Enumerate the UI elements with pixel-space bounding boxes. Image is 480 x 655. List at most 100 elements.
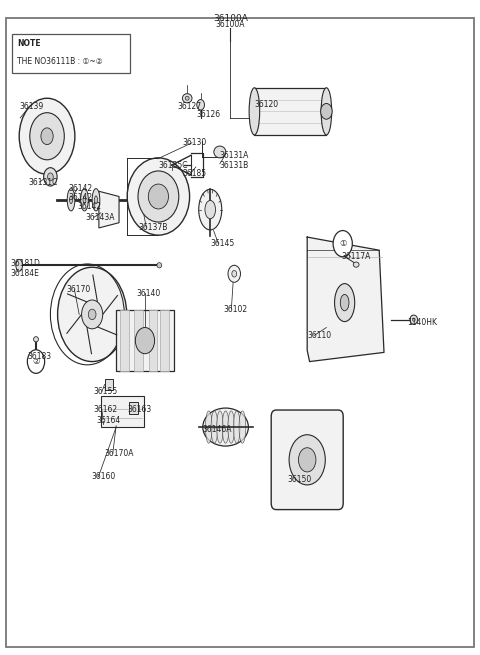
- Text: 36162: 36162: [94, 405, 118, 414]
- Circle shape: [58, 267, 127, 362]
- Text: 36130: 36130: [182, 138, 207, 147]
- Text: 36126: 36126: [197, 110, 221, 119]
- Ellipse shape: [222, 411, 229, 443]
- Ellipse shape: [321, 88, 332, 135]
- Text: 36140: 36140: [137, 289, 161, 298]
- FancyBboxPatch shape: [160, 310, 169, 371]
- Ellipse shape: [16, 259, 23, 271]
- Ellipse shape: [83, 196, 86, 204]
- Ellipse shape: [157, 263, 162, 268]
- Ellipse shape: [199, 189, 222, 230]
- Circle shape: [232, 271, 237, 277]
- Circle shape: [135, 328, 155, 354]
- Text: ②: ②: [32, 357, 40, 366]
- Ellipse shape: [211, 411, 218, 443]
- Circle shape: [88, 309, 96, 320]
- Text: 36143A: 36143A: [85, 213, 115, 222]
- Ellipse shape: [138, 171, 179, 222]
- Ellipse shape: [335, 284, 355, 322]
- Circle shape: [41, 128, 53, 145]
- FancyBboxPatch shape: [101, 396, 144, 427]
- Text: 36163: 36163: [127, 405, 152, 414]
- Ellipse shape: [289, 435, 325, 485]
- FancyBboxPatch shape: [105, 379, 113, 390]
- Ellipse shape: [95, 196, 97, 204]
- Ellipse shape: [214, 146, 226, 158]
- Text: 36164: 36164: [96, 416, 120, 425]
- Circle shape: [197, 100, 204, 110]
- Ellipse shape: [233, 411, 240, 443]
- FancyBboxPatch shape: [271, 410, 343, 510]
- FancyBboxPatch shape: [12, 34, 130, 73]
- Text: ①: ①: [339, 239, 347, 248]
- Text: 36170A: 36170A: [105, 449, 134, 458]
- Text: 36100A: 36100A: [213, 14, 248, 23]
- Text: 36120: 36120: [254, 100, 278, 109]
- Text: 36185: 36185: [182, 169, 206, 178]
- Ellipse shape: [239, 411, 246, 443]
- Ellipse shape: [34, 337, 38, 342]
- Text: 36142: 36142: [68, 184, 92, 193]
- Ellipse shape: [299, 448, 316, 472]
- Circle shape: [321, 103, 332, 119]
- Ellipse shape: [70, 196, 72, 204]
- Ellipse shape: [412, 318, 415, 321]
- Circle shape: [228, 265, 240, 282]
- Text: 36131A: 36131A: [220, 151, 249, 160]
- Ellipse shape: [67, 189, 75, 211]
- Polygon shape: [307, 237, 384, 362]
- Ellipse shape: [92, 189, 100, 211]
- Ellipse shape: [148, 184, 168, 209]
- Text: 36131C: 36131C: [29, 178, 58, 187]
- Text: THE NO36111B : ①~②: THE NO36111B : ①~②: [17, 56, 103, 66]
- Ellipse shape: [228, 411, 235, 443]
- Ellipse shape: [205, 411, 212, 443]
- Circle shape: [44, 168, 57, 186]
- Text: 36102: 36102: [223, 305, 247, 314]
- Circle shape: [30, 113, 64, 160]
- Circle shape: [19, 98, 75, 174]
- Ellipse shape: [340, 294, 349, 310]
- Text: 36181D: 36181D: [11, 259, 40, 268]
- Circle shape: [27, 350, 45, 373]
- Circle shape: [82, 300, 103, 329]
- Circle shape: [333, 231, 352, 257]
- Text: 36117A: 36117A: [342, 252, 371, 261]
- Text: 36142: 36142: [78, 202, 102, 212]
- Text: 36137B: 36137B: [138, 223, 168, 233]
- Text: 36160: 36160: [91, 472, 116, 481]
- Text: 36183: 36183: [28, 352, 52, 362]
- Text: 36155: 36155: [94, 387, 118, 396]
- Text: 36135C: 36135C: [158, 160, 188, 170]
- Ellipse shape: [249, 88, 260, 135]
- Text: 36110: 36110: [307, 331, 331, 340]
- Circle shape: [48, 173, 53, 181]
- Text: 36127: 36127: [178, 102, 202, 111]
- Polygon shape: [99, 191, 119, 228]
- Text: 36150: 36150: [287, 475, 312, 484]
- Text: 1140HK: 1140HK: [407, 318, 437, 327]
- Ellipse shape: [203, 408, 249, 446]
- FancyBboxPatch shape: [149, 310, 157, 371]
- Ellipse shape: [185, 96, 189, 100]
- FancyBboxPatch shape: [6, 18, 474, 647]
- Ellipse shape: [182, 94, 192, 103]
- Ellipse shape: [216, 411, 223, 443]
- Ellipse shape: [410, 315, 418, 324]
- Text: 36131B: 36131B: [220, 160, 249, 170]
- FancyBboxPatch shape: [129, 402, 138, 414]
- Text: NOTE: NOTE: [17, 39, 41, 48]
- FancyBboxPatch shape: [116, 310, 174, 371]
- Text: 36100A: 36100A: [216, 20, 245, 29]
- Text: 36142: 36142: [68, 193, 92, 202]
- Text: 36146A: 36146A: [203, 424, 232, 434]
- Ellipse shape: [127, 158, 190, 235]
- Ellipse shape: [353, 262, 359, 267]
- Text: 36170: 36170: [66, 285, 91, 294]
- Text: 36184E: 36184E: [11, 269, 39, 278]
- Ellipse shape: [81, 189, 88, 211]
- Text: 36145: 36145: [210, 239, 235, 248]
- FancyBboxPatch shape: [120, 310, 129, 371]
- FancyBboxPatch shape: [134, 310, 143, 371]
- Text: 36139: 36139: [19, 102, 44, 111]
